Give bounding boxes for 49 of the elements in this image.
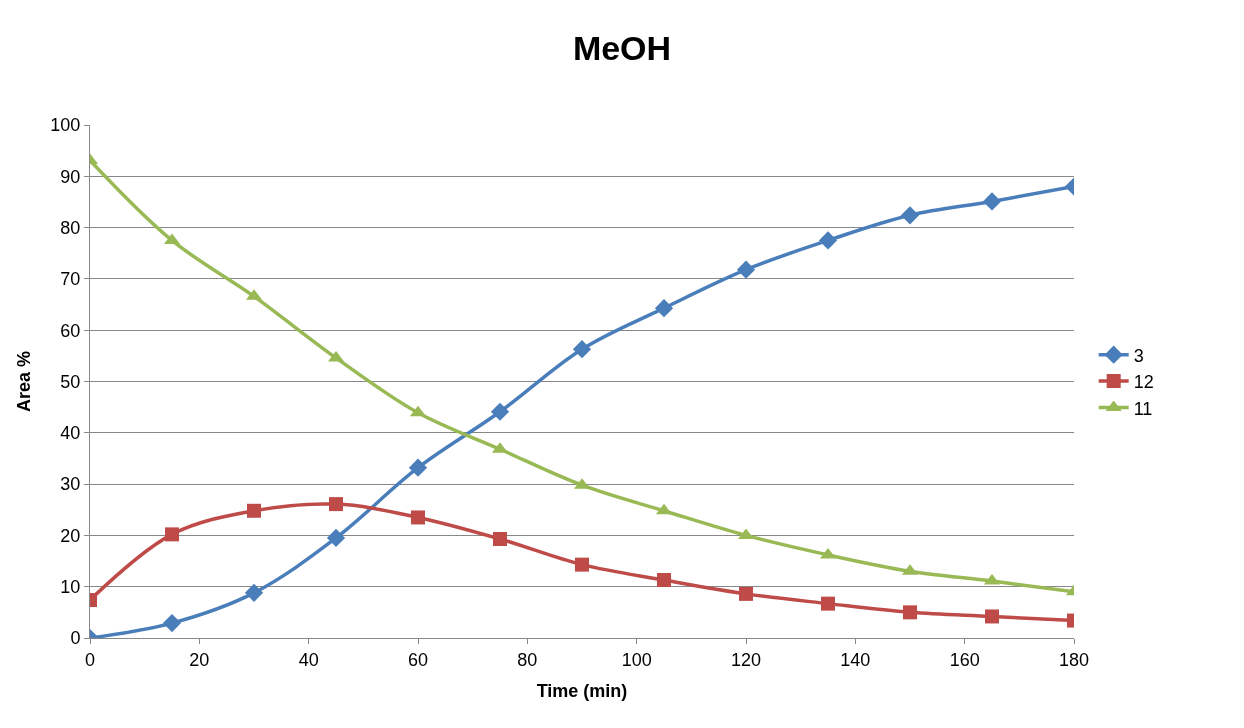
y-tick-label: 60 [60,320,81,341]
x-tick-label: 60 [407,649,429,670]
point [654,299,674,318]
x-tick-label: 120 [730,649,762,670]
point [493,531,507,546]
x-tick-label: 40 [298,649,319,670]
point [739,586,753,601]
chart-title: MeOH [572,29,672,68]
point [572,340,592,359]
y-tick-label: 50 [60,371,81,392]
x-tick-label: 140 [840,649,871,670]
point [903,605,917,620]
point [736,260,756,279]
point [982,192,1002,211]
point [411,510,425,525]
x-tick-label: 80 [517,649,538,670]
point [165,527,179,542]
point [162,614,182,633]
y-tick-label: 80 [60,217,81,238]
point [490,402,510,421]
y-tick-label: 30 [60,474,81,495]
y-tick-label: 0 [70,628,81,649]
y-tick-label: 10 [60,577,81,597]
x-tick-label: 20 [189,649,210,670]
y-tick-label: 40 [60,423,81,444]
y-tick-label: 100 [50,115,81,136]
x-tick-label: 180 [1058,649,1090,670]
x-axis-title: Time (min) [536,680,628,701]
point [657,573,671,588]
point [247,503,261,518]
x-tick-label: 160 [949,649,980,670]
y-tick-label: 20 [60,525,81,546]
point [575,557,589,572]
legend-label: 3 [1133,345,1144,366]
point [821,596,835,611]
x-tick-label: 0 [84,649,96,670]
y-axis-title: Area % [13,350,34,413]
point [244,583,264,602]
x-tick-label: 100 [621,649,652,670]
point [985,609,999,624]
point [818,231,838,250]
point [900,206,920,225]
y-tick-label: 90 [60,166,81,187]
legend-label: 12 [1133,372,1154,393]
point [408,458,428,477]
legend-label: 11 [1133,398,1153,419]
y-tick-label: 70 [60,269,81,290]
point [326,528,346,548]
point [329,497,343,512]
